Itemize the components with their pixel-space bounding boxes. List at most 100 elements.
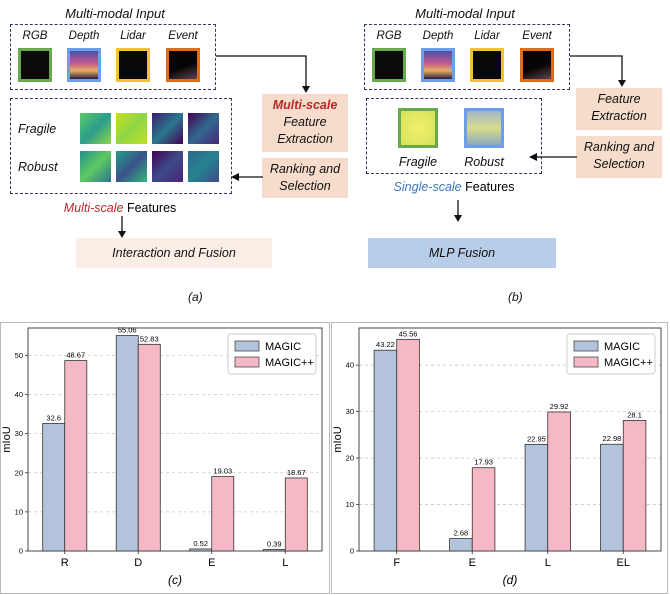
- right-rgb-thumbnail: [372, 48, 406, 82]
- chart-d: 0 10 20 30 40 mIoU 43.22 45.56 F 2.68 17.93 E 22.95 2…: [332, 327, 662, 587]
- chart-c-xtick-label: R: [61, 557, 69, 569]
- chart-c-xtick-label: E: [208, 557, 215, 569]
- right-arrow-to-extraction: [570, 55, 626, 87]
- right-extraction-box: Feature Extraction: [576, 88, 662, 130]
- left-lidar-thumbnail: [116, 48, 150, 82]
- chart-d-bar-E-magic: [449, 538, 473, 552]
- left-label-rgb: RGB: [22, 30, 48, 42]
- chart-c-value-label: 32.6: [46, 413, 61, 422]
- right-input-box: [364, 24, 570, 90]
- left-features-highlight: Multi-scale: [63, 201, 124, 215]
- chart-d-xtick-label: L: [545, 557, 551, 569]
- chart-c-ytick-label: 30: [15, 429, 23, 438]
- chart-c-ytick-label: 10: [15, 507, 23, 516]
- chart-d-bar-L-magic: [524, 443, 549, 552]
- chart-d-value-label: 45.56: [399, 329, 418, 338]
- left-label-event: Event: [168, 30, 198, 42]
- robust-feature-map-3: [152, 151, 183, 182]
- chart-d-bar-E-magicpp: [471, 467, 496, 552]
- left-event-thumbnail: [166, 48, 200, 82]
- chart-d-ytick-label: 30: [346, 407, 354, 416]
- chart-c-frame: [0, 322, 330, 594]
- chart-c-axes: [27, 327, 323, 552]
- left-label-lidar: Lidar: [120, 30, 146, 42]
- chart-c-value-label: 48.67: [66, 351, 85, 360]
- left-fusion-box: Interaction and Fusion: [76, 238, 272, 268]
- left-ranking-box: Ranking and Selection: [262, 158, 348, 198]
- chart-c-bar-D-magicpp: [137, 343, 161, 552]
- right-robust-feature: [464, 108, 504, 148]
- right-arrow-to-fusion: [454, 200, 462, 222]
- right-features-rest: Features: [461, 180, 515, 194]
- chart-c-bar-R-magic: [42, 423, 66, 552]
- right-event-thumbnail: [520, 48, 554, 82]
- chart-d-ytick-label: 20: [346, 454, 354, 463]
- chart-d-bar-EL-magicpp: [622, 420, 647, 552]
- chart-d-bar-EL-magic: [600, 443, 624, 552]
- chart-d-value-label: 22.98: [603, 434, 622, 443]
- chart-d-value-label: 2.68: [454, 529, 469, 538]
- chart-c-bar-E-magic: [189, 548, 213, 552]
- chart-d-legend-swatch: [573, 340, 599, 352]
- right-input-title: Multi-modal Input: [415, 6, 515, 21]
- chart-c-ytick-label: 20: [15, 468, 23, 477]
- chart-c-bar-R-magicpp: [64, 360, 88, 552]
- right-label-event: Event: [522, 30, 552, 42]
- chart-d-legend-swatch: [573, 356, 599, 368]
- right-fusion-box: MLP Fusion: [368, 238, 556, 268]
- right-label-lidar: Lidar: [474, 30, 500, 42]
- chart-d-bar-F-magicpp: [396, 338, 420, 552]
- chart-c-xtick-label: L: [282, 557, 288, 569]
- left-input-title: Multi-modal Input: [65, 6, 165, 21]
- left-features-rest: Features: [123, 201, 177, 215]
- chart-c-value-label: 0.52: [193, 539, 208, 548]
- chart-d-value-label: 17.93: [474, 458, 493, 467]
- chart-d-bar-F-magic: [373, 349, 398, 552]
- chart-d-ytick-label: 10: [346, 500, 354, 509]
- chart-d-xtick-label: EL: [617, 557, 630, 569]
- chart-c-legend-label: MAGIC++: [265, 357, 314, 369]
- right-fragile-feature: [398, 108, 438, 148]
- right-label-rgb: RGB: [376, 30, 402, 42]
- fragile-feature-map-3: [152, 113, 183, 144]
- left-extraction-box: Multi-scale Feature Extraction: [262, 94, 348, 152]
- right-label-depth: Depth: [422, 30, 454, 42]
- chart-c-ylabel: mIoU: [1, 426, 13, 452]
- chart-d-ytick-label: 0: [350, 547, 354, 556]
- chart-d-value-label: 28.1: [627, 410, 642, 419]
- chart-c-legend-swatch: [234, 340, 260, 352]
- chart-d-xtick-label: F: [393, 557, 400, 569]
- right-depth-thumbnail: [421, 48, 455, 82]
- chart-d-axes: [358, 327, 662, 552]
- left-rgb-thumbnail: [18, 48, 52, 82]
- chart-c-value-label: 0.39: [267, 539, 282, 548]
- robust-feature-map-1: [80, 151, 111, 182]
- robust-feature-map-4: [188, 151, 219, 182]
- chart-c-value-label: 19.03: [213, 467, 232, 476]
- right-ranking-box: Ranking and Selection: [576, 136, 662, 178]
- chart-c-value-label: 55.06: [118, 326, 137, 335]
- left-extraction-label: Feature Extraction: [277, 114, 333, 146]
- right-lidar-thumbnail: [470, 48, 504, 82]
- chart-d-value-label: 43.22: [376, 340, 395, 349]
- chart-d-ytick-label: 40: [346, 361, 354, 370]
- chart-d-legend-label: MAGIC++: [604, 357, 653, 369]
- left-row-robust: Robust: [18, 160, 58, 174]
- chart-c-caption: (c): [168, 573, 182, 587]
- chart-d-frame: [331, 322, 668, 594]
- fragile-feature-map-1: [80, 113, 111, 144]
- chart-c-bar-L-magicpp: [284, 477, 308, 552]
- left-label-depth: Depth: [68, 30, 100, 42]
- chart-d-value-label: 22.95: [527, 434, 546, 443]
- chart-c-bar-L-magic: [262, 549, 286, 552]
- fragile-feature-map-2: [116, 113, 147, 144]
- left-arrow-to-features: [231, 173, 263, 181]
- left-extraction-highlight: Multi-scale: [272, 98, 338, 112]
- chart-c-value-label: 52.83: [140, 334, 159, 343]
- left-features-box: [10, 98, 232, 194]
- left-caption: (a): [188, 290, 203, 304]
- right-arrow-to-features: [529, 153, 577, 161]
- right-robust-label: Robust: [464, 155, 504, 169]
- chart-c-legend-label: MAGIC: [265, 341, 301, 353]
